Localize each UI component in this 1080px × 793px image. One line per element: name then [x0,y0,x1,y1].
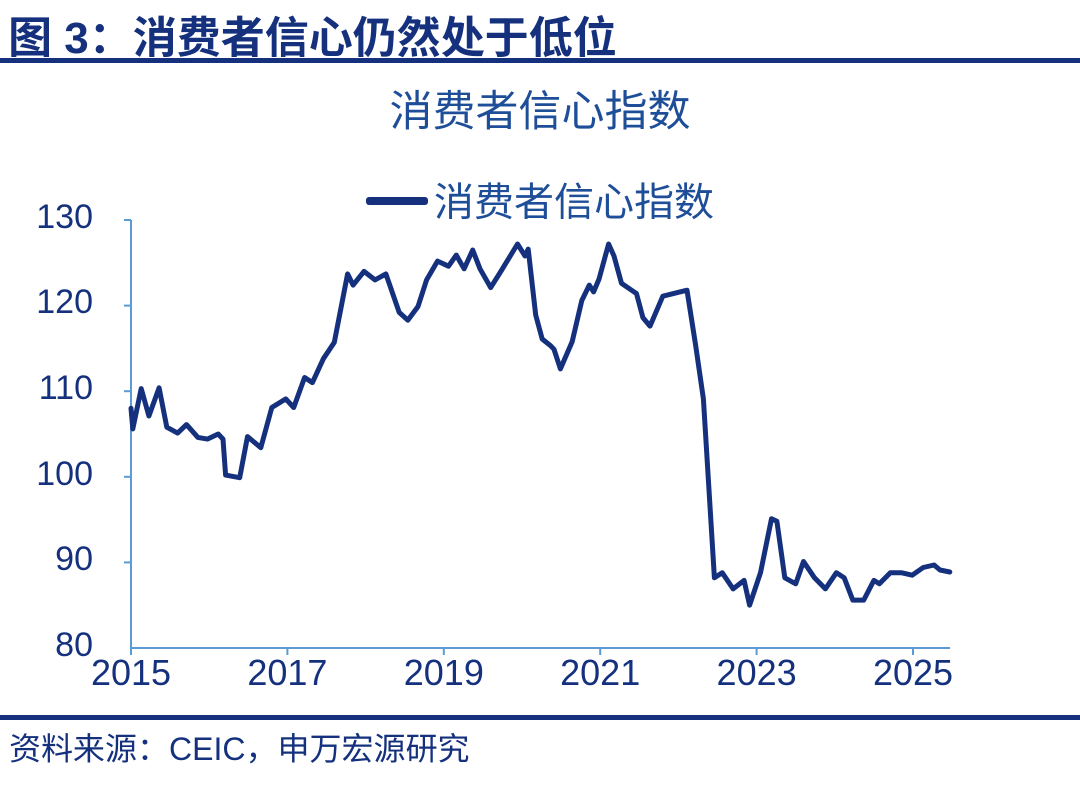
svg-text:110: 110 [39,369,93,407]
svg-text:80: 80 [55,626,93,664]
svg-text:2015: 2015 [91,652,171,693]
svg-text:2019: 2019 [404,652,484,693]
svg-text:90: 90 [55,540,93,578]
svg-text:120: 120 [36,283,93,321]
svg-text:2017: 2017 [247,652,327,693]
svg-text:2025: 2025 [873,652,953,693]
svg-text:100: 100 [36,455,93,493]
svg-text:130: 130 [36,198,93,236]
svg-text:2021: 2021 [560,652,640,693]
svg-text:2023: 2023 [717,652,797,693]
